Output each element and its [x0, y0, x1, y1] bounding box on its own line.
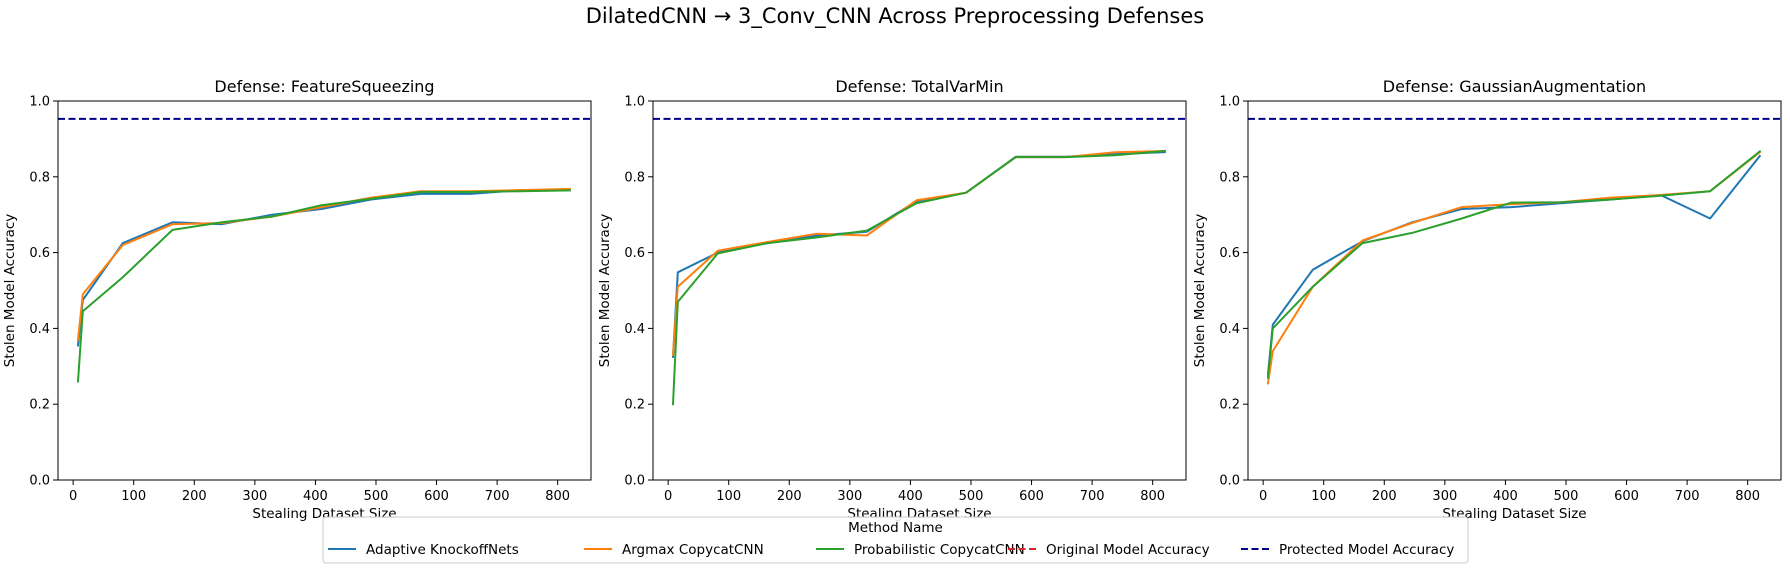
subplot-title: Defense: TotalVarMin — [835, 77, 1003, 96]
legend-label: Protected Model Accuracy — [1279, 542, 1454, 558]
legend-label: Argmax CopycatCNN — [622, 542, 764, 558]
x-tick-label: 100 — [121, 489, 146, 504]
x-tick-label: 400 — [898, 489, 923, 504]
subplot-title: Defense: FeatureSqueezing — [214, 77, 434, 96]
y-tick-label: 0.4 — [29, 322, 50, 337]
y-tick-label: 0.8 — [1219, 170, 1240, 185]
legend-entry-4: Original Model Accuracy — [1008, 542, 1210, 558]
y-tick-label: 0.8 — [29, 170, 50, 185]
x-tick-label: 500 — [364, 489, 389, 504]
x-tick-label: 600 — [1019, 489, 1044, 504]
legend-entry-3: Probabilistic CopycatCNN — [816, 542, 1025, 558]
x-tick-label: 400 — [303, 489, 328, 504]
x-tick-label: 700 — [485, 489, 510, 504]
x-tick-label: 300 — [242, 489, 267, 504]
legend-label: Adaptive KnockoffNets — [366, 542, 519, 558]
x-tick-label: 0 — [664, 489, 672, 504]
x-tick-label: 700 — [1675, 489, 1700, 504]
y-tick-label: 0.6 — [1219, 246, 1240, 261]
legend-label: Probabilistic CopycatCNN — [854, 542, 1025, 558]
x-tick-label: 100 — [716, 489, 741, 504]
x-tick-label: 0 — [69, 489, 77, 504]
y-tick-label: 1.0 — [1219, 95, 1240, 110]
series-line-3 — [1266, 149, 1762, 379]
y-tick-label: 0.6 — [624, 246, 645, 261]
x-tick-label: 800 — [1735, 489, 1760, 504]
legend-label: Original Model Accuracy — [1046, 542, 1210, 558]
x-tick-label: 600 — [424, 489, 449, 504]
figure-title: DilatedCNN → 3_Conv_CNN Across Preproces… — [585, 4, 1205, 28]
x-tick-label: 800 — [1140, 489, 1165, 504]
y-tick-label: 0.2 — [624, 398, 645, 413]
subplot-1: 0 100 200 300 400 500 600 700 800 0.0 0.2 0.4 0.6 0.8… — [2, 77, 592, 522]
x-tick-label: 700 — [1080, 489, 1105, 504]
series-line-2 — [76, 187, 571, 341]
y-tick-label: 1.0 — [29, 95, 50, 110]
legend-title: Method Name — [848, 520, 943, 536]
y-tick-label: 0.2 — [29, 398, 50, 413]
series-line-3 — [671, 149, 1166, 406]
series-line-1 — [671, 151, 1166, 358]
x-tick-label: 300 — [837, 489, 862, 504]
subplot-2: 0 100 200 300 400 500 600 700 800 0.0 0.2 0.4 0.6 0.8… — [597, 77, 1187, 522]
x-tick-label: 600 — [1614, 489, 1639, 504]
legend-entry-5: Protected Model Accuracy — [1241, 542, 1454, 558]
axes-frame — [652, 100, 1187, 481]
y-tick-label: 0.2 — [1219, 398, 1240, 413]
series-line-3 — [76, 189, 571, 383]
legend-box — [322, 516, 1469, 564]
x-tick-label: 200 — [777, 489, 802, 504]
y-tick-label: 0.6 — [29, 246, 50, 261]
y-tick-label: 0.0 — [29, 474, 50, 489]
axes-frame — [57, 100, 592, 481]
y-tick-label: 0.0 — [624, 474, 645, 489]
y-tick-label: 0.8 — [624, 170, 645, 185]
axes-frame — [1247, 100, 1782, 481]
x-tick-label: 400 — [1493, 489, 1518, 504]
y-tick-label: 0.4 — [1219, 322, 1240, 337]
y-axis-label: Stolen Model Accuracy — [597, 214, 613, 367]
y-axis-label: Stolen Model Accuracy — [1192, 214, 1208, 367]
legend-entry-2: Argmax CopycatCNN — [584, 542, 764, 558]
series-line-2 — [671, 149, 1166, 356]
series-line-1 — [1266, 154, 1762, 375]
subplot-title: Defense: GaussianAugmentation — [1383, 77, 1646, 96]
x-tick-label: 300 — [1432, 489, 1457, 504]
x-axis-label: Stealing Dataset Size — [1442, 506, 1586, 522]
subplots: 0 100 200 300 400 500 600 700 800 0.0 0.2 0.4 0.6 0.8… — [2, 77, 1782, 522]
x-tick-label: 500 — [1554, 489, 1579, 504]
legend: Method Name Adaptive KnockoffNets Argmax C… — [322, 516, 1469, 564]
x-tick-label: 800 — [545, 489, 570, 504]
x-tick-label: 200 — [1372, 489, 1397, 504]
y-tick-label: 0.0 — [1219, 474, 1240, 489]
series-line-1 — [76, 189, 571, 347]
x-tick-label: 100 — [1311, 489, 1336, 504]
y-tick-label: 1.0 — [624, 95, 645, 110]
y-axis-label: Stolen Model Accuracy — [2, 214, 18, 367]
x-tick-label: 200 — [182, 489, 207, 504]
x-tick-label: 0 — [1259, 489, 1267, 504]
legend-entry-1: Adaptive KnockoffNets — [328, 542, 519, 558]
y-tick-label: 0.4 — [624, 322, 645, 337]
x-tick-label: 500 — [959, 489, 984, 504]
series-line-2 — [1266, 150, 1762, 385]
subplot-3: 0 100 200 300 400 500 600 700 800 0.0 0.2 0.4 0.6 0.8… — [1192, 77, 1782, 522]
